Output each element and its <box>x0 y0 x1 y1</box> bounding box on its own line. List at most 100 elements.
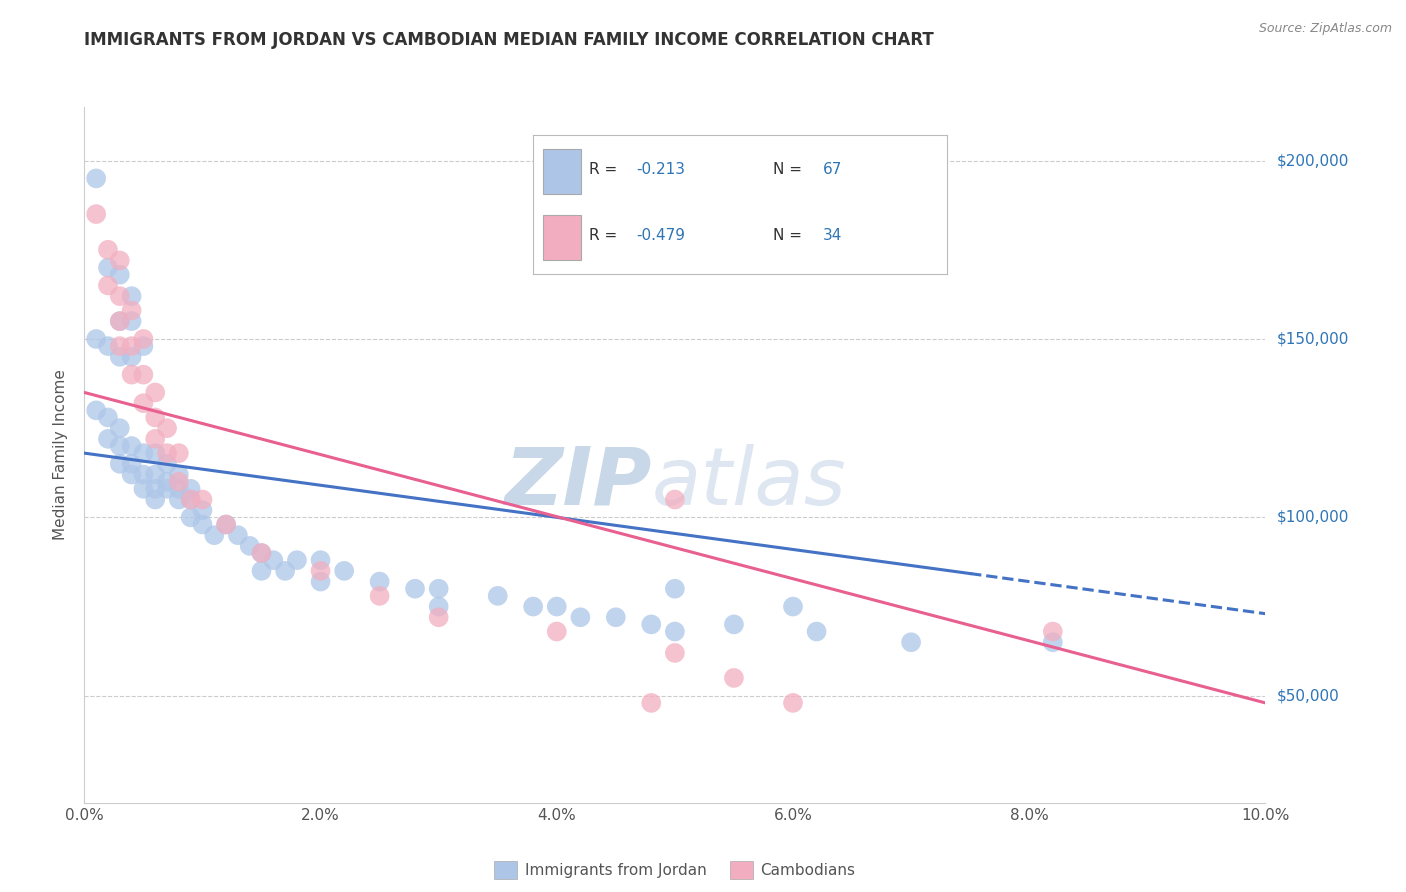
Point <box>368 589 391 603</box>
Legend: Immigrants from Jordan, Cambodians: Immigrants from Jordan, Cambodians <box>488 855 862 886</box>
Point <box>522 599 544 614</box>
Point <box>427 610 450 624</box>
Point <box>546 599 568 614</box>
Point <box>664 624 686 639</box>
Point <box>108 421 131 435</box>
Point <box>427 582 450 596</box>
Point <box>84 171 107 186</box>
Point <box>97 260 120 275</box>
Point <box>404 582 426 596</box>
Point <box>309 553 332 567</box>
Point <box>285 553 308 567</box>
Point <box>108 339 131 353</box>
Point <box>167 467 190 482</box>
Point <box>121 350 143 364</box>
Point <box>121 314 143 328</box>
Point <box>333 564 356 578</box>
Point <box>202 528 225 542</box>
Point <box>121 457 143 471</box>
Point <box>215 517 238 532</box>
Point <box>143 410 166 425</box>
Point <box>427 599 450 614</box>
Point <box>121 368 143 382</box>
Point <box>664 492 686 507</box>
Text: atlas: atlas <box>651 443 846 522</box>
Text: IMMIGRANTS FROM JORDAN VS CAMBODIAN MEDIAN FAMILY INCOME CORRELATION CHART: IMMIGRANTS FROM JORDAN VS CAMBODIAN MEDI… <box>84 31 934 49</box>
Point <box>143 482 166 496</box>
Point <box>108 289 131 303</box>
Point <box>156 446 179 460</box>
Text: $50,000: $50,000 <box>1277 689 1340 703</box>
Point <box>167 482 190 496</box>
Point <box>108 253 131 268</box>
Point <box>97 243 120 257</box>
Point <box>121 303 143 318</box>
Point <box>167 475 190 489</box>
Point <box>664 646 686 660</box>
Point <box>97 278 120 293</box>
Point <box>274 564 297 578</box>
Point <box>156 482 179 496</box>
Point <box>132 446 155 460</box>
Point <box>782 599 804 614</box>
Point <box>605 610 627 624</box>
Point <box>108 268 131 282</box>
Point <box>900 635 922 649</box>
Point <box>132 339 155 353</box>
Text: $100,000: $100,000 <box>1277 510 1348 524</box>
Point <box>143 385 166 400</box>
Point <box>569 610 592 624</box>
Point <box>191 503 214 517</box>
Point <box>309 564 332 578</box>
Point <box>664 582 686 596</box>
Point <box>262 553 284 567</box>
Point <box>97 432 120 446</box>
Point <box>97 339 120 353</box>
Point <box>239 539 262 553</box>
Point <box>167 446 190 460</box>
Text: $200,000: $200,000 <box>1277 153 1348 168</box>
Point <box>180 492 202 507</box>
Point <box>121 289 143 303</box>
Point <box>143 492 166 507</box>
Point <box>250 546 273 560</box>
Point <box>156 421 179 435</box>
Text: Source: ZipAtlas.com: Source: ZipAtlas.com <box>1258 22 1392 36</box>
Point <box>486 589 509 603</box>
Point <box>121 467 143 482</box>
Text: $150,000: $150,000 <box>1277 332 1348 346</box>
Point <box>191 492 214 507</box>
Point <box>97 410 120 425</box>
Point <box>226 528 249 542</box>
Point <box>1042 635 1064 649</box>
Point <box>309 574 332 589</box>
Point <box>121 439 143 453</box>
Point <box>132 467 155 482</box>
Point <box>215 517 238 532</box>
Point <box>108 314 131 328</box>
Y-axis label: Median Family Income: Median Family Income <box>53 369 69 541</box>
Point <box>156 475 179 489</box>
Point <box>108 457 131 471</box>
Point <box>132 396 155 410</box>
Point <box>723 617 745 632</box>
Point <box>180 492 202 507</box>
Point <box>640 696 662 710</box>
Point <box>1042 624 1064 639</box>
Point <box>546 624 568 639</box>
Point <box>132 332 155 346</box>
Point <box>250 546 273 560</box>
Point <box>121 339 143 353</box>
Point <box>368 574 391 589</box>
Point <box>143 446 166 460</box>
Point <box>156 457 179 471</box>
Point <box>132 368 155 382</box>
Point <box>723 671 745 685</box>
Point <box>806 624 828 639</box>
Point <box>782 696 804 710</box>
Point <box>84 207 107 221</box>
Point <box>180 482 202 496</box>
Point <box>640 617 662 632</box>
Point <box>191 517 214 532</box>
Point <box>108 350 131 364</box>
